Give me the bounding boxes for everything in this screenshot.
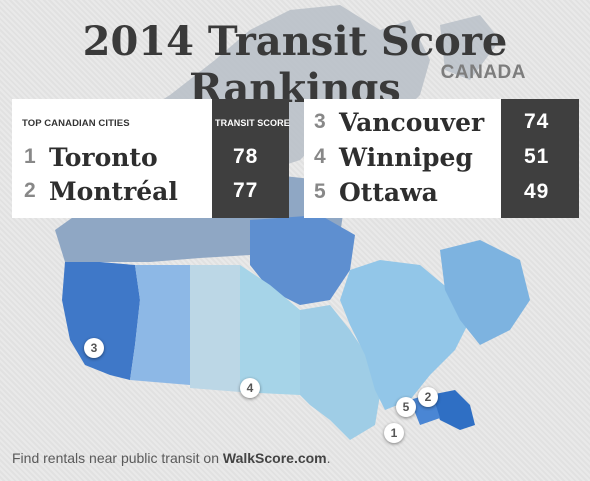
map-marker-ottawa[interactable]: 5 xyxy=(396,397,416,417)
city-name: Montréal xyxy=(49,177,178,206)
transit-score: 49 xyxy=(524,180,550,203)
transit-score: 74 xyxy=(524,110,550,133)
map-province-nl xyxy=(440,240,530,345)
transit-score: 51 xyxy=(524,145,550,168)
map-province-qc xyxy=(340,260,470,410)
transit-score: 78 xyxy=(233,145,259,168)
rank-number: 3 xyxy=(314,110,326,133)
map-province-maritimes xyxy=(430,390,475,430)
map-island-east xyxy=(440,15,500,80)
walkscore-link[interactable]: WalkScore.com xyxy=(222,450,327,466)
city-name: Ottawa xyxy=(339,178,438,207)
rankings-panel-left: TOP CANADIAN CITIES TRANSIT SCORE 1 Toro… xyxy=(12,99,290,218)
map-marker-vancouver[interactable]: 3 xyxy=(84,338,104,358)
map-province-sk xyxy=(190,265,240,392)
map-province-ab xyxy=(130,265,190,385)
rank-number: 5 xyxy=(314,180,326,203)
ranking-row: 4 Winnipeg 51 xyxy=(314,143,579,175)
map-province-bc xyxy=(62,262,140,380)
cities-header: TOP CANADIAN CITIES xyxy=(22,118,130,129)
score-column-left xyxy=(212,99,289,218)
city-name: Winnipeg xyxy=(339,143,473,172)
ranking-row: 3 Vancouver 74 xyxy=(314,108,579,140)
footer-suffix: . xyxy=(326,450,331,466)
ranking-row: 5 Ottawa 49 xyxy=(314,178,579,210)
city-name: Vancouver xyxy=(339,108,485,137)
city-name: Toronto xyxy=(49,143,158,172)
rankings-panel-right: 3 Vancouver 74 4 Winnipeg 51 5 Ottawa 49 xyxy=(304,99,579,218)
map-marker-toronto[interactable]: 1 xyxy=(384,423,404,443)
score-column-right xyxy=(501,99,579,218)
ranking-row: 2 Montréal 77 xyxy=(24,177,289,209)
rank-number: 1 xyxy=(24,145,36,168)
map-marker-montreal[interactable]: 2 xyxy=(418,387,438,407)
transit-score: 77 xyxy=(233,179,259,202)
map-hudson-region xyxy=(250,215,355,305)
ranking-row: 1 Toronto 78 xyxy=(24,143,289,175)
map-province-on xyxy=(300,305,380,440)
rank-number: 2 xyxy=(24,179,36,202)
country-label: CANADA xyxy=(440,62,526,83)
map-marker-winnipeg[interactable]: 4 xyxy=(240,378,260,398)
footer-text: Find rentals near public transit on xyxy=(12,450,223,466)
rank-number: 4 xyxy=(314,145,326,168)
score-header: TRANSIT SCORE xyxy=(215,118,290,128)
page-title: 2014 Transit Score Rankings xyxy=(82,18,508,112)
map-province-mb xyxy=(240,265,300,395)
footer-note: Find rentals near public transit on Walk… xyxy=(12,450,331,466)
